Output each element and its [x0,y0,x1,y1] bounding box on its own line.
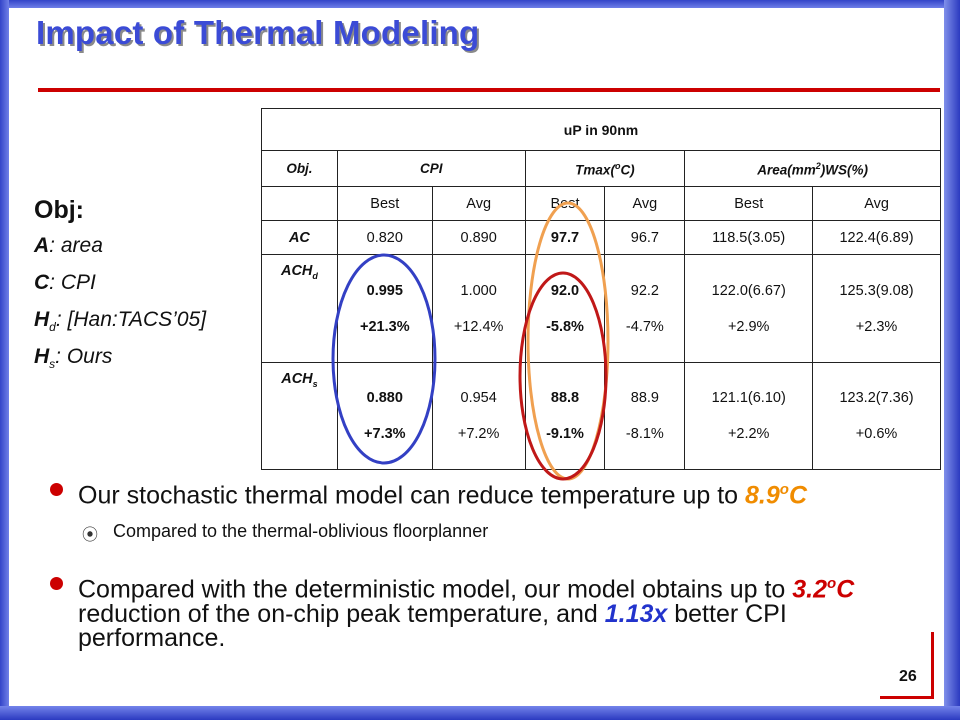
row-label-achs: ACHs [261,361,338,471]
header-tmax: Tmax(oC) [524,150,686,188]
header-area-ws: Area(mm2)WS(%) [684,150,941,188]
table-cell: 96.7 [604,220,686,256]
bullet-dot-icon [50,483,63,496]
header-cpi: CPI [336,150,526,188]
subheader-cell: Avg [604,186,686,222]
table-cell: 0.820 [336,220,433,256]
table-cell: 92.0 -5.8% [524,254,606,363]
bullet-item: Compared with the deterministic model, o… [50,572,930,650]
table-cell: 121.1(6.10) +2.2% [684,361,814,471]
objective-legend: Obj: A: area C: CPI Hd: [Han:TACS’05] Hs… [34,196,206,381]
slide-frame-top [0,0,960,8]
table-row: ACHs 0.880 +7.3% 0.954 +7.2% 88.8 -9.1% 88.… [261,361,941,471]
row-label-ac: AC [261,220,338,256]
header-obj: Obj. [261,150,338,188]
sub-bullet-item: ⦿ Compared to the thermal-oblivious floo… [82,521,489,545]
bullet-list: Our stochastic thermal model can reduce … [50,478,930,650]
table-cell: 1.000 +12.4% [431,254,526,363]
table-row: ACHd 0.995 +21.3% 1.000 +12.4% 92.0 -5.8% 9… [261,254,941,363]
circled-dot-icon: ⦿ [82,527,99,545]
page-number: 26 [899,668,917,685]
slide-frame-left [0,0,9,720]
table-cell: 0.890 [431,220,526,256]
table-cell: 92.2 -4.7% [604,254,686,363]
objective-heading: Obj: [34,196,84,224]
table-cell: 122.0(6.67) +2.9% [684,254,814,363]
table-cell: 88.8 -9.1% [524,361,606,471]
subheader-cell: Avg [812,186,941,222]
table-cell: 88.9 -8.1% [604,361,686,471]
title-underline [38,88,940,92]
subheader-empty [261,186,338,222]
table-cell: 0.995 +21.3% [336,254,433,363]
results-table: uP in 90nm Obj. CPI Tmax(oC) Area(mm2)WS… [261,107,941,471]
table-cell: 0.880 +7.3% [336,361,433,471]
subheader-cell: Best [684,186,814,222]
bullet-dot-icon [50,577,63,591]
table-row: AC 0.820 0.890 97.7 96.7 118.5(3.05) 122… [261,220,941,256]
subheader-cell: Avg [431,186,526,222]
table-caption-row: uP in 90nm [261,107,941,152]
subheader-cell: Best [524,186,606,222]
table-cell: 118.5(3.05) [684,220,814,256]
subheader-cell: Best [336,186,433,222]
slide-frame-bottom [0,706,960,720]
table-cell: 122.4(6.89) [812,220,941,256]
table-cell: 97.7 [524,220,606,256]
slide-frame-right [944,0,960,720]
slide-title: Impact of Thermal Modeling [36,14,480,51]
table-cell: 125.3(9.08) +2.3% [812,254,941,363]
objective-item-area: A: area [34,234,103,257]
table-header-row: Obj. CPI Tmax(oC) Area(mm2)WS(%) [261,150,941,188]
page-number-rule [880,696,934,699]
table-subheader-row: Best Avg Best Avg Best Avg [261,186,941,222]
table-cell: 0.954 +7.2% [431,361,526,471]
table-caption: uP in 90nm [261,107,941,152]
row-label-achd: ACHd [261,254,338,363]
bullet-item: Our stochastic thermal model can reduce … [50,478,930,508]
page-number-rule [931,632,934,698]
objective-item-cpi: C: CPI [34,271,96,294]
objective-item-hd: Hd: [Han:TACS’05] [34,308,207,335]
objective-item-hs: Hs: Ours [34,345,113,372]
table-cell: 123.2(7.36) +0.6% [812,361,941,471]
